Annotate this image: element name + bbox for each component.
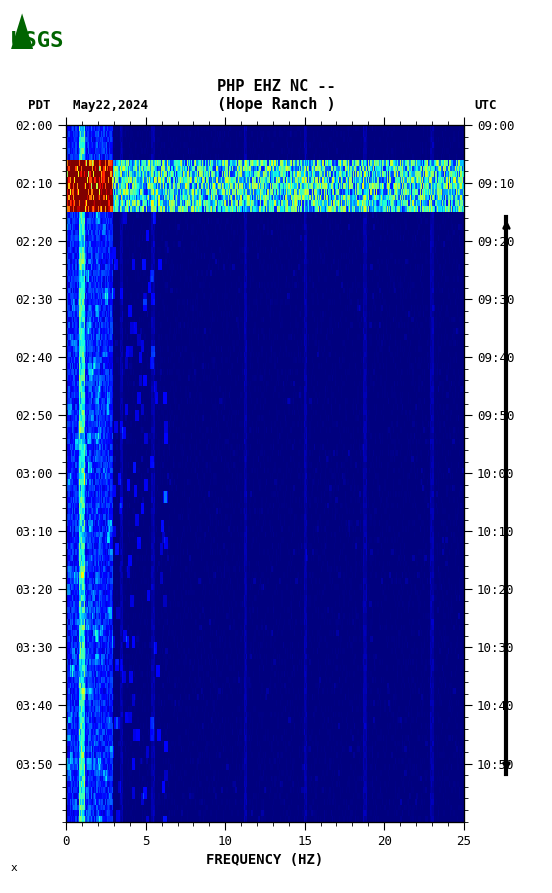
Text: UTC: UTC: [475, 98, 497, 112]
Text: PDT   May22,2024: PDT May22,2024: [28, 98, 147, 112]
X-axis label: FREQUENCY (HZ): FREQUENCY (HZ): [206, 854, 323, 867]
Text: x: x: [11, 863, 18, 872]
Polygon shape: [11, 13, 33, 49]
Text: (Hope Ranch ): (Hope Ranch ): [217, 96, 335, 112]
Text: PHP EHZ NC --: PHP EHZ NC --: [217, 79, 335, 94]
Text: USGS: USGS: [11, 31, 65, 51]
